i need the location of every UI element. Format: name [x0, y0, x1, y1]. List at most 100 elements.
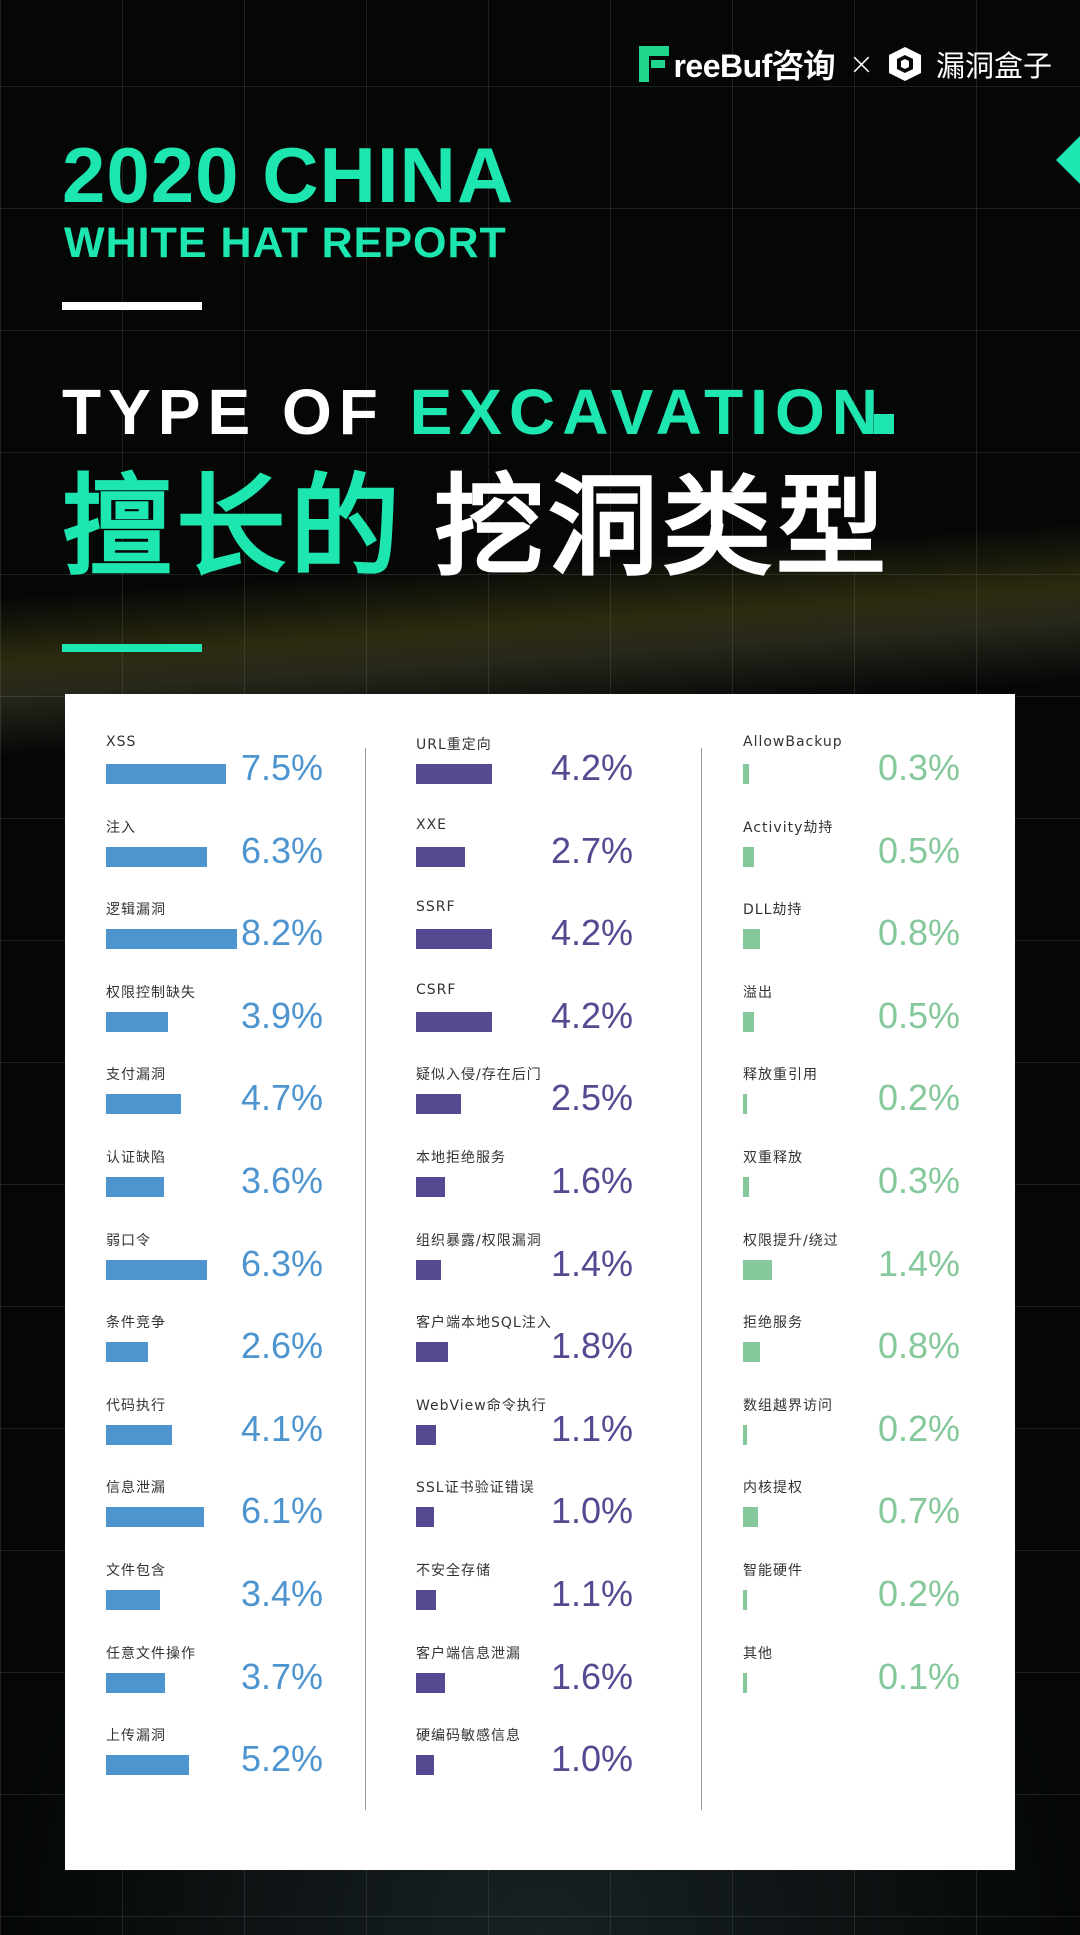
header-logo: reeBuf咨询 × 漏洞盒子	[639, 42, 1052, 86]
chart-item-label: 注入	[106, 819, 136, 836]
chart-value-label: 1.4%	[878, 1242, 961, 1284]
chart-item-label: 任意文件操作	[106, 1645, 196, 1662]
chart-bar	[416, 1342, 449, 1363]
chart-bar	[416, 1177, 445, 1197]
section-heading-cn: 擅长的 挖洞类型	[62, 472, 890, 582]
chart-item-label: 上传漏洞	[106, 1728, 166, 1745]
chart-value-label: 1.1%	[551, 1407, 634, 1449]
chart-item-label: DLL劫持	[743, 902, 803, 919]
chart-item-label: 逻辑漏洞	[106, 902, 166, 919]
chart-item-label: 数组越界访问	[743, 1397, 833, 1414]
chart-item: 文件包含 3.4%	[106, 1520, 346, 1612]
chart-bar	[416, 1507, 434, 1528]
freebuf-logo: reeBuf咨询	[639, 41, 835, 87]
chart-value-label: 1.1%	[551, 1573, 634, 1614]
chart-item-label: URL重定向	[416, 737, 492, 753]
chart-value-label: 1.8%	[551, 1325, 634, 1367]
chart-value-label: 6.3%	[241, 1242, 324, 1284]
chart-bar	[416, 846, 465, 867]
chart-item: 内核提权 0.7%	[743, 1437, 983, 1529]
chart-bar	[106, 1755, 190, 1776]
chart-item-label: 权限控制缺失	[106, 984, 196, 1001]
chart-item-label: XXE	[416, 816, 448, 833]
chart-value-label: 4.7%	[241, 1077, 324, 1119]
chart-item: 上传漏洞 5.2%	[106, 1685, 346, 1777]
chart-bar	[106, 1011, 169, 1032]
chart-value-label: 1.4%	[551, 1242, 634, 1284]
chart-bar	[416, 1011, 492, 1032]
chart-value-label: 0.3%	[878, 747, 961, 788]
chart-item-label: 其他	[743, 1645, 773, 1662]
chart-value-label: 1.6%	[551, 1160, 634, 1201]
logo-cross: ×	[848, 46, 874, 82]
side-triangle-icon	[1056, 136, 1080, 184]
chart-item: 本地拒绝服务 1.6%	[416, 1107, 656, 1199]
cube-icon	[888, 47, 921, 81]
chart-item: 权限控制缺失 3.9%	[106, 942, 346, 1033]
chart-value-label: 3.9%	[241, 994, 324, 1036]
chart-item: URL重定向 4.2%	[416, 694, 656, 786]
chart-item-label: XSS	[106, 734, 137, 750]
chart-item-label: 不安全存储	[416, 1563, 491, 1579]
chart-value-label: 4.2%	[551, 912, 634, 954]
chart-item-label: 客户端本地SQL注入	[416, 1315, 552, 1332]
section-heading-cn-green: 擅长的	[62, 463, 404, 591]
section-heading-en-white: TYPE OF	[62, 376, 410, 448]
chart-item: SSL证书验证错误 1.0%	[416, 1437, 656, 1529]
chart-bar	[416, 764, 492, 784]
section-heading-en-green: EXCAVATION	[409, 376, 885, 448]
chart-item-label: 溢出	[743, 984, 773, 1001]
chart-value-label: 1.0%	[551, 1490, 634, 1532]
chart-value-label: 4.2%	[551, 747, 634, 788]
heading-dot	[874, 414, 894, 434]
chart-bar	[743, 1011, 754, 1032]
chart-item-label: 条件竞争	[106, 1315, 166, 1332]
chart-bar	[743, 1342, 760, 1363]
chart-item: 注入 6.3%	[106, 777, 346, 868]
chart-item: 条件竞争 2.6%	[106, 1272, 346, 1364]
chart-bar	[743, 1259, 773, 1280]
chart-item-label: AllowBackup	[743, 734, 843, 750]
chart-bar	[106, 1094, 182, 1115]
chart-value-label: 0.8%	[878, 1325, 961, 1367]
chart-item-label: 疑似入侵/存在后门	[416, 1067, 542, 1084]
chart-bar	[743, 846, 754, 867]
chart-value-label: 0.3%	[878, 1160, 961, 1201]
chart-item-label: 硬编码敏感信息	[416, 1728, 521, 1745]
chart-value-label: 2.7%	[551, 829, 634, 871]
chart-item-label: 内核提权	[743, 1480, 803, 1497]
chart-bar	[743, 1424, 748, 1445]
chart-item: 任意文件操作 3.7%	[106, 1603, 346, 1694]
chart-value-label: 2.6%	[241, 1325, 324, 1367]
chart-item-label: 双重释放	[743, 1150, 803, 1166]
chart-bar	[416, 1259, 442, 1280]
chart-value-label: 0.7%	[878, 1490, 961, 1532]
chart-bar	[106, 929, 238, 950]
chart-item: 组织暴露/权限漏洞 1.4%	[416, 1190, 656, 1281]
chart-item: 释放重引用 0.2%	[743, 1024, 983, 1116]
chart-bar	[743, 1177, 750, 1197]
chart-item: Activity劫持 0.5%	[743, 777, 983, 868]
chart-bar	[743, 1672, 747, 1693]
chart-item-label: Activity劫持	[743, 819, 834, 836]
chart-value-label: 0.5%	[878, 994, 961, 1036]
chart-item-label: 弱口令	[106, 1232, 151, 1249]
chart-panel: XSS 7.5% 注入 6.3% 逻辑漏洞 8.2% 权限控制缺失 3.9% 支付漏洞 4.7% 认…	[65, 694, 1015, 1870]
chart-bar	[743, 929, 760, 950]
chart-item: 双重释放 0.3%	[743, 1107, 983, 1199]
title-divider	[62, 302, 202, 310]
chart-bar	[106, 1424, 172, 1445]
chart-item: 智能硬件 0.2%	[743, 1520, 983, 1612]
loudonghezi-logo-text: 漏洞盒子	[935, 49, 1052, 83]
chart-value-label: 0.5%	[878, 829, 961, 871]
chart-item: 弱口令 6.3%	[106, 1190, 346, 1281]
chart-value-label: 3.6%	[241, 1160, 324, 1201]
chart-bar	[416, 1590, 436, 1610]
chart-item: DLL劫持 0.8%	[743, 859, 983, 951]
chart-bar	[743, 1507, 758, 1528]
chart-value-label: 4.2%	[551, 994, 634, 1036]
chart-item: 客户端本地SQL注入 1.8%	[416, 1272, 656, 1364]
chart-bar	[416, 929, 492, 950]
chart-bar	[743, 1590, 748, 1610]
chart-bar	[416, 1094, 461, 1115]
